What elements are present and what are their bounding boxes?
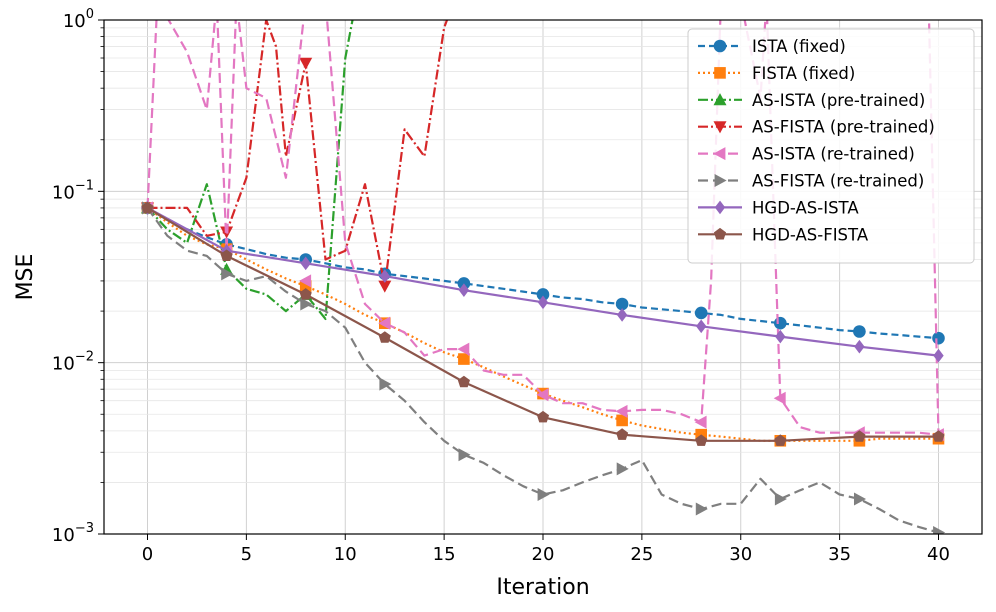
- data-point: [299, 57, 313, 70]
- data-point: [378, 316, 391, 330]
- y-tick-label: 10−2: [52, 350, 94, 375]
- data-point: [299, 274, 312, 288]
- legend-item: AS-ISTA (re-trained): [698, 145, 915, 164]
- legend-label: AS-FISTA (pre-trained): [752, 118, 935, 137]
- data-point: [714, 173, 727, 188]
- x-tick-label: 0: [142, 544, 153, 565]
- x-axis-title: Iteration: [496, 575, 589, 600]
- legend-label: AS-FISTA (re-trained): [752, 172, 924, 191]
- x-tick-label: 15: [433, 544, 456, 565]
- legend-item: AS-ISTA (pre-trained): [698, 91, 925, 110]
- legend-item: HGD-AS-FISTA: [698, 225, 869, 244]
- data-point: [300, 297, 313, 311]
- axis-ticks: 0 5 10 15 20 25 30 35 40 10−3 10−2 10−1 100: [52, 7, 950, 565]
- legend-label: AS-ISTA (pre-trained): [752, 91, 925, 110]
- y-tick-label: 10−3: [52, 521, 94, 546]
- series-layer: [140, 20, 946, 534]
- data-point: [536, 388, 549, 402]
- data-point: [713, 93, 727, 106]
- data-point: [932, 430, 945, 442]
- x-tick-label: 5: [241, 544, 252, 565]
- series-line: [146, 20, 940, 436]
- data-point: [853, 430, 866, 442]
- data-point: [616, 462, 629, 476]
- data-point: [616, 308, 628, 322]
- x-tick-label: 25: [630, 544, 653, 565]
- legend-item: FISTA (fixed): [698, 64, 855, 83]
- x-tick-label: 35: [828, 544, 851, 565]
- data-point: [616, 414, 628, 427]
- x-tick-label: 30: [729, 544, 752, 565]
- data-point: [933, 348, 944, 363]
- data-point: [694, 306, 708, 320]
- data-point: [774, 434, 787, 446]
- data-point: [853, 325, 866, 338]
- x-tick-label: 10: [334, 544, 357, 565]
- series-line: [146, 20, 354, 320]
- data-point: [141, 201, 154, 214]
- y-tick-label: 10−1: [52, 178, 94, 203]
- y-axis-title: MSE: [13, 254, 38, 301]
- x-tick-label: 20: [532, 544, 555, 565]
- x-tick-label: 40: [927, 544, 950, 565]
- data-point: [616, 428, 629, 440]
- series-line: [147, 20, 449, 288]
- legend-item: ISTA (fixed): [698, 37, 846, 56]
- data-point: [457, 342, 470, 356]
- series-as-fista-re-trained: [142, 201, 946, 534]
- legend-label: HGD-AS-FISTA: [752, 225, 869, 244]
- data-point: [774, 492, 787, 506]
- data-point: [854, 339, 865, 354]
- data-point: [537, 295, 549, 310]
- data-point: [932, 331, 945, 345]
- legend-label: ISTA (fixed): [752, 37, 846, 56]
- data-point: [695, 434, 708, 446]
- data-point: [457, 375, 470, 388]
- data-point: [714, 67, 726, 79]
- data-point: [773, 391, 786, 405]
- data-point: [221, 267, 234, 281]
- data-point: [933, 526, 946, 534]
- legend-label: AS-ISTA (re-trained): [752, 145, 915, 164]
- legend-item: HGD-AS-ISTA: [698, 198, 859, 217]
- data-point: [695, 502, 708, 516]
- data-point: [537, 488, 550, 502]
- data-point: [713, 227, 727, 240]
- data-point: [379, 269, 390, 283]
- data-point: [713, 39, 727, 53]
- legend-item: AS-FISTA (pre-trained): [698, 118, 935, 137]
- data-point: [299, 288, 312, 300]
- data-point: [775, 329, 786, 344]
- data-point: [220, 249, 233, 262]
- data-point: [458, 283, 470, 297]
- data-point: [458, 448, 471, 462]
- series-hgd-as-ista: [142, 201, 944, 363]
- data-point: [536, 410, 550, 423]
- legend-label: HGD-AS-ISTA: [752, 198, 859, 217]
- data-point: [696, 319, 707, 334]
- legend-label: FISTA (fixed): [752, 64, 855, 83]
- legend-box: [687, 28, 975, 264]
- legend-item: AS-FISTA (re-trained): [698, 172, 924, 191]
- legend: ISTA (fixed) FISTA (fixed) AS-ISTA (pre-tr…: [687, 28, 975, 264]
- data-point: [378, 331, 391, 343]
- data-point: [713, 121, 727, 134]
- data-point: [853, 492, 867, 506]
- y-tick-label: 100: [63, 7, 94, 32]
- data-point: [379, 377, 392, 391]
- data-point: [300, 256, 311, 271]
- data-point: [714, 200, 726, 215]
- data-point: [615, 404, 628, 418]
- data-point: [713, 147, 726, 161]
- data-point: [773, 316, 787, 330]
- series-hgd-as-fista: [141, 201, 945, 446]
- data-point: [458, 353, 470, 365]
- data-point: [694, 415, 707, 429]
